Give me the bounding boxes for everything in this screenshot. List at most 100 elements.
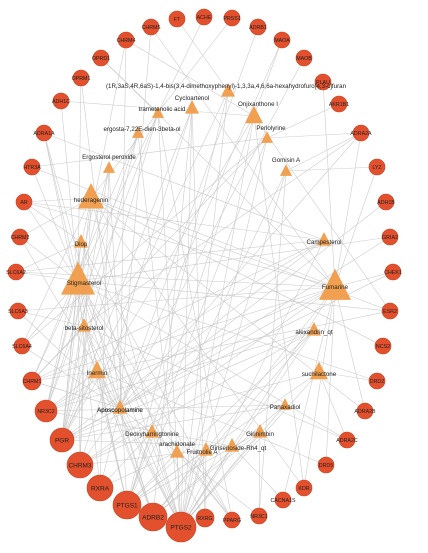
target-node-oprd1[interactable]: OPRD1 — [92, 49, 110, 67]
edge-perlolyrine-ptgs2 — [180, 137, 268, 528]
compound-node-ergosterol-peroxide[interactable]: Ergosterol peroxide — [82, 154, 136, 173]
target-node-ar[interactable]: AR — [15, 193, 33, 211]
target-node-akr1b1[interactable]: AKR1B1 — [329, 95, 349, 113]
target-label: AR — [20, 200, 28, 206]
target-node-maoa[interactable]: MAOA — [273, 31, 291, 49]
target-circle — [15, 193, 33, 211]
target-label: OPRM1 — [72, 76, 91, 82]
target-node-htr3a[interactable]: HTR3A — [23, 158, 41, 176]
target-node-pgr[interactable]: PGR — [49, 427, 75, 453]
target-node-adrb1[interactable]: ADRB1 — [249, 18, 267, 36]
compound-node-suchilactone[interactable]: suchilactone — [302, 361, 337, 380]
target-node-slc6a4[interactable]: SLC6A4 — [12, 337, 32, 355]
edge-inermin-adrb2 — [96, 370, 154, 518]
edge-beta-sitosterol-chrm3 — [79, 325, 85, 466]
edge-suchilactone-pgr — [61, 371, 320, 441]
compound-label: hederagenin — [74, 197, 109, 204]
target-node-chrm5[interactable]: CHRM5 — [142, 18, 161, 36]
compound-node-diop[interactable]: Diop — [74, 233, 88, 248]
compound-node-stigmasterol[interactable]: Stigmasterol — [61, 261, 101, 295]
target-node-nr3c2[interactable]: NR3C2 — [34, 399, 58, 423]
edge-hederagenin-slc6a4 — [21, 197, 92, 347]
compound-node-gomisin-a[interactable]: Gomisin A — [272, 157, 301, 176]
target-node-ptgs2[interactable]: PTGS2 — [165, 511, 197, 543]
edge-ergosta-7-22e-dien-3beta-chrm1 — [31, 132, 139, 382]
compound-node-girinimbin[interactable]: Girinimbin — [246, 423, 274, 438]
compound-node-perlolyrine[interactable]: Perlolyrine — [256, 125, 286, 143]
edge-arachidonate-rxra — [99, 451, 178, 489]
target-circle — [11, 228, 29, 246]
target-label: NR3C1 — [250, 514, 267, 520]
target-node-slc6a2[interactable]: SLC6A2 — [6, 263, 26, 281]
compound-node-ginsenoside-rh4-qt[interactable]: Ginsenoside-Rh4_qt — [210, 437, 267, 452]
compound-node-fumarine[interactable]: Fumarine — [319, 268, 351, 300]
target-node-lyz[interactable]: LYZ — [368, 158, 386, 176]
target-node-ncs2[interactable]: NCS2 — [374, 337, 392, 355]
edge-inermin-ptgs1 — [96, 370, 128, 506]
target-node-adra1a[interactable]: ADRA1A — [33, 124, 55, 142]
compound-triangle — [317, 231, 331, 246]
target-node-drd2[interactable]: DRD2 — [368, 372, 386, 390]
edge-stigmasterol-adra1a — [43, 132, 79, 282]
edge-onjixanthone-i-esr2 — [253, 115, 391, 312]
target-node-pparg[interactable]: PPARG — [223, 511, 241, 529]
edge-campesterol-nr3c2 — [45, 239, 325, 412]
target-label: PGR — [55, 437, 69, 444]
compound-node-panaxadiol[interactable]: Panaxadiol — [270, 398, 301, 411]
target-node-chek1[interactable]: CHEK1 — [384, 263, 402, 281]
target-node-chrm1[interactable]: CHRM1 — [23, 371, 42, 391]
target-node-chrm3[interactable]: CHRM3 — [66, 451, 94, 479]
compound-node-beta-sitosterol[interactable]: beta-sitosterol — [65, 317, 104, 332]
edge-campesterol-slc6a2 — [15, 239, 325, 273]
target-node-rxrg[interactable]: RXRG — [195, 508, 215, 528]
target-node-adh1c[interactable]: ADH1C — [52, 92, 70, 110]
target-node-nr3c1[interactable]: NR3C1 — [250, 507, 268, 525]
compound-node-ergosta-7-22e-dien-3beta-ol[interactable]: ergosta-7,22E-dien-3beta-ol — [103, 126, 181, 138]
target-label: ADH1B — [377, 200, 395, 206]
edge-hederagenin-nr3c2 — [45, 197, 92, 412]
edge-campesterol-adra1a — [43, 132, 325, 241]
target-label: NR3C2 — [37, 409, 54, 415]
target-node-rxra[interactable]: RXRA — [86, 474, 114, 502]
target-node-drd5[interactable]: DRD5 — [317, 456, 335, 474]
target-node-adra2b[interactable]: ADRA2B — [354, 402, 376, 420]
compound-node-hederagenin[interactable]: hederagenin — [74, 183, 109, 209]
target-node-cacna1s[interactable]: CACNA1S — [270, 491, 296, 509]
target-node-adrb2[interactable]: ADRB2 — [138, 502, 168, 532]
edge-aposcopolamine-chrm1 — [31, 380, 121, 409]
compound-node-inermin[interactable]: Inermin — [87, 360, 108, 379]
compound-label: Stigmasterol — [67, 280, 101, 287]
edge-aposcopolamine-ptgs2 — [119, 407, 182, 528]
target-node-adra2c[interactable]: ADRA2C — [336, 431, 358, 449]
target-label: LYZ — [372, 165, 382, 171]
compound-node-cycloartenol[interactable]: Cycloartenol — [175, 95, 209, 114]
target-node-chrm2[interactable]: CHRM2 — [11, 228, 30, 246]
target-node-prss1[interactable]: PRSS1 — [223, 9, 241, 27]
compound-node-onjixanthone-i[interactable]: Onjixanthone I — [238, 101, 278, 124]
target-node-esr2[interactable]: ESR2 — [381, 302, 399, 320]
target-node-adh1b[interactable]: ADH1B — [377, 193, 395, 211]
target-node-kdr[interactable]: KDR — [295, 479, 313, 497]
compound-node-alexandrin-qt[interactable]: alexandrin_qt — [295, 321, 333, 336]
target-node-ache[interactable]: ACHE — [195, 8, 213, 26]
target-node-chrm4[interactable]: CHRM4 — [117, 31, 136, 49]
compound-node-fruitnolie-a[interactable]: Fruitnolie A — [187, 441, 219, 456]
target-node-slc6a3[interactable]: SLC6A3 — [8, 302, 28, 320]
target-circle — [338, 431, 356, 449]
compound-node-campesterol[interactable]: Campesterol — [306, 231, 342, 246]
compound-triangle — [319, 268, 351, 300]
compound-node-trametenolic-acid[interactable]: trametenolic acid — [139, 106, 186, 118]
target-node-plau[interactable]: PLAU — [314, 73, 332, 91]
target-node-ptgs1[interactable]: PTGS1 — [112, 490, 142, 520]
target-label: DRD5 — [319, 463, 333, 469]
compound-node-1r-3as-4r-6as-1-4-bis-3-4-dimethoxypheny[interactable]: (1R,3aS,4R,6aS)-1,4-bis(3,4-dimethoxyphe… — [106, 82, 347, 97]
target-node-ft[interactable]: FT — [168, 10, 186, 28]
target-node-oprm1[interactable]: OPRM1 — [72, 69, 91, 87]
compound-node-aposcopolamine[interactable]: Aposcopolamine — [97, 399, 143, 414]
target-node-gria2[interactable]: GRIA2 — [381, 228, 399, 246]
compound-node-arachidonate[interactable]: arachidonate — [159, 441, 195, 458]
target-node-maob[interactable]: MAOB — [295, 49, 313, 67]
edge-fumarine-adra2a — [334, 132, 362, 288]
compound-node-deoxyharringtonine[interactable]: Deoxyharringtonine — [125, 423, 179, 438]
target-node-adra2a[interactable]: ADRA2A — [350, 124, 372, 142]
